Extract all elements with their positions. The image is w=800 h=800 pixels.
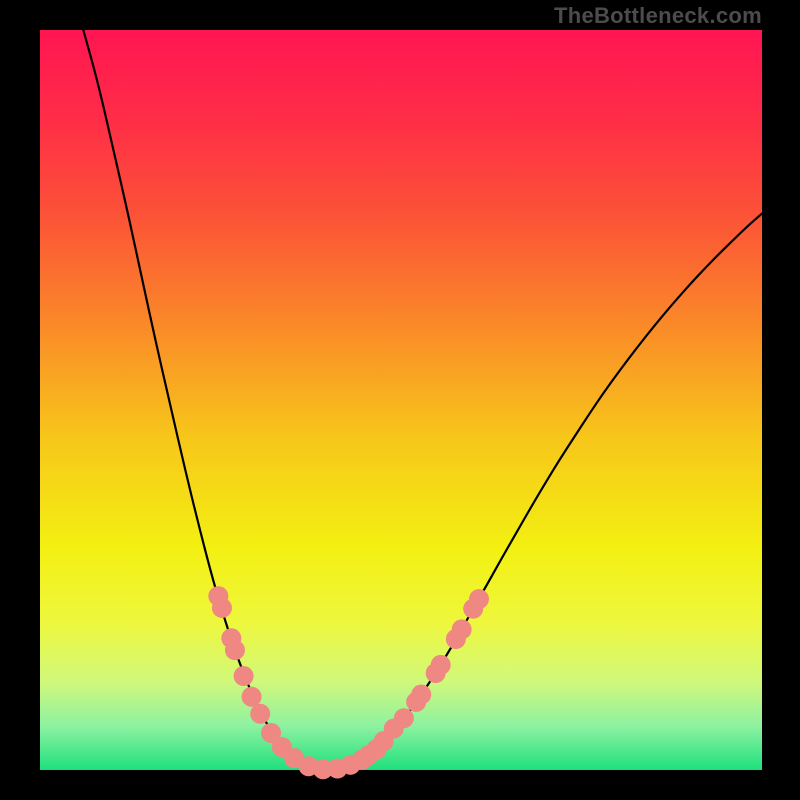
curve-marker [212,598,232,618]
curve-marker [225,640,245,660]
curve-marker [242,687,262,707]
curve-marker [411,685,431,705]
curve-markers [208,586,489,779]
curve-marker [250,704,270,724]
curve-marker [394,708,414,728]
watermark-label: TheBottleneck.com [554,3,762,29]
chart-overlay-svg [0,0,800,800]
curve-marker [234,666,254,686]
bottleneck-curve [83,30,762,769]
chart-stage: TheBottleneck.com [0,0,800,800]
curve-marker [469,589,489,609]
curve-marker [452,619,472,639]
curve-marker [431,655,451,675]
